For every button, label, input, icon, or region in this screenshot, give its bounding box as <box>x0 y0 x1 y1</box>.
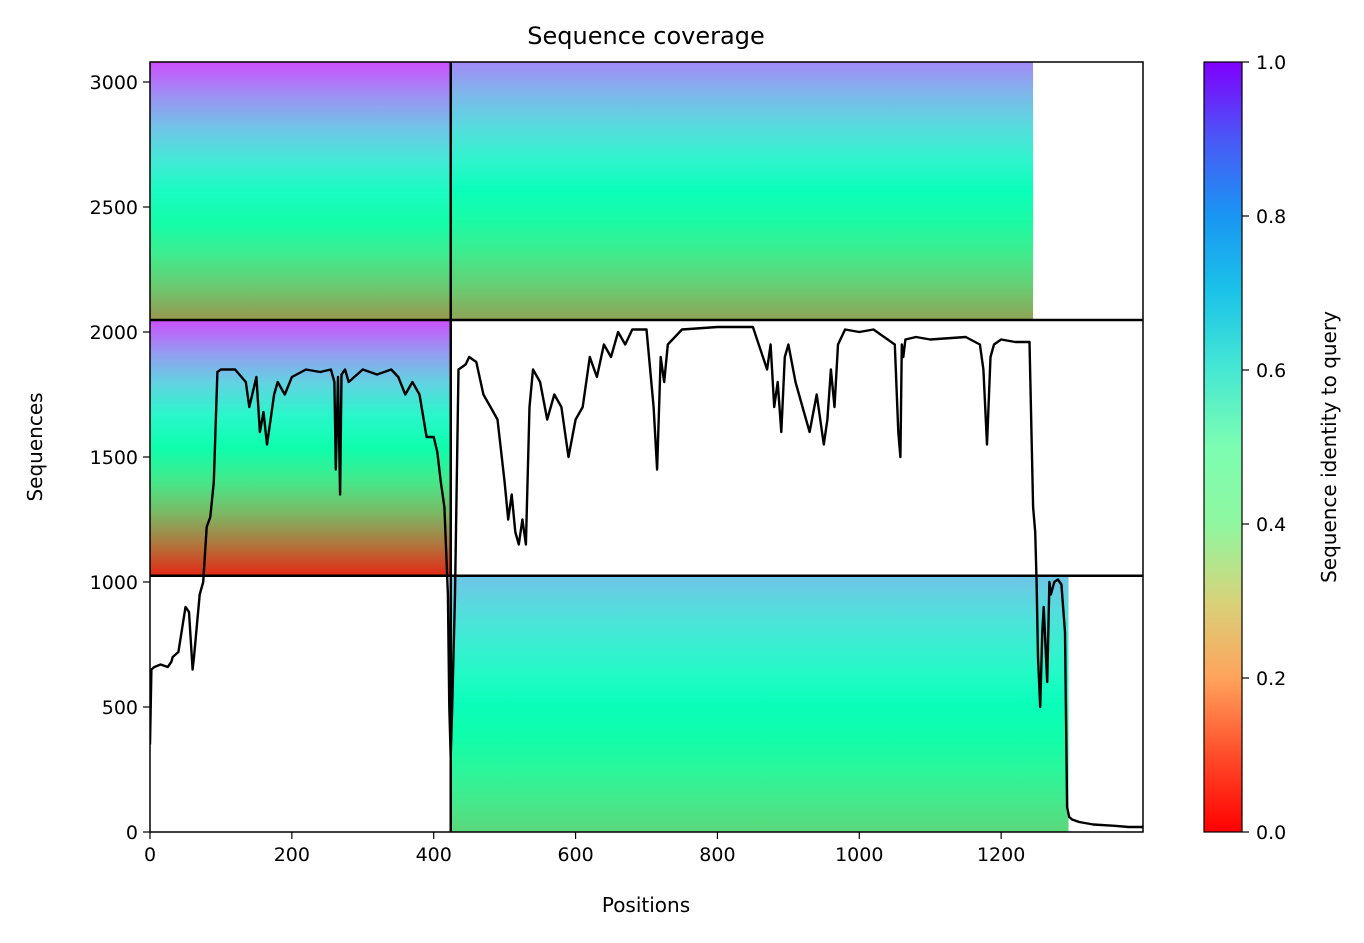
colorbar-tick-label: 0.2 <box>1256 668 1286 690</box>
x-axis: 0 200 400 600 800 1000 1200 <box>144 832 1025 866</box>
colorbar-ticks: 0.0 0.2 0.4 0.6 0.8 1.0 <box>1242 52 1286 844</box>
divider-lines <box>150 62 1143 832</box>
x-tick-label: 1200 <box>977 844 1025 866</box>
chart-title: Sequence coverage <box>527 22 764 50</box>
block-top-left <box>150 62 451 320</box>
x-tick-label: 400 <box>416 844 452 866</box>
coverage-line <box>150 325 1143 829</box>
colorbar-tick-label: 0.8 <box>1256 206 1286 228</box>
plot-frame <box>149 61 1144 833</box>
y-axis-label: Sequences <box>23 392 47 501</box>
colorbar-tick-label: 1.0 <box>1256 52 1286 74</box>
colorbar-tick-label: 0.0 <box>1256 822 1286 844</box>
x-axis-label: Positions <box>602 893 690 917</box>
y-tick-label: 500 <box>102 697 138 719</box>
block-bottom-right <box>450 575 1069 832</box>
x-tick-label: 1000 <box>835 844 883 866</box>
x-tick-label: 600 <box>557 844 593 866</box>
colorbar-tick-label: 0.6 <box>1256 360 1286 382</box>
x-tick-label: 800 <box>699 844 735 866</box>
x-tick-label: 0 <box>144 844 156 866</box>
y-axis: 0 500 1000 1500 2000 2500 3000 <box>90 72 150 844</box>
colorbar-tick-label: 0.4 <box>1256 514 1286 536</box>
y-tick-label: 1500 <box>90 447 138 469</box>
y-tick-label: 1000 <box>90 572 138 594</box>
x-tick-label: 200 <box>274 844 310 866</box>
colorbar <box>1203 61 1243 833</box>
y-tick-label: 2500 <box>90 197 138 219</box>
block-top-right <box>450 62 1034 320</box>
y-tick-label: 3000 <box>90 72 138 94</box>
colorbar-label: Sequence identity to query <box>1317 311 1341 583</box>
y-tick-label: 0 <box>126 822 138 844</box>
y-tick-label: 2000 <box>90 322 138 344</box>
coverage-blocks <box>150 62 1069 832</box>
block-middle-left <box>150 320 451 576</box>
coverage-line-group <box>150 325 1143 829</box>
